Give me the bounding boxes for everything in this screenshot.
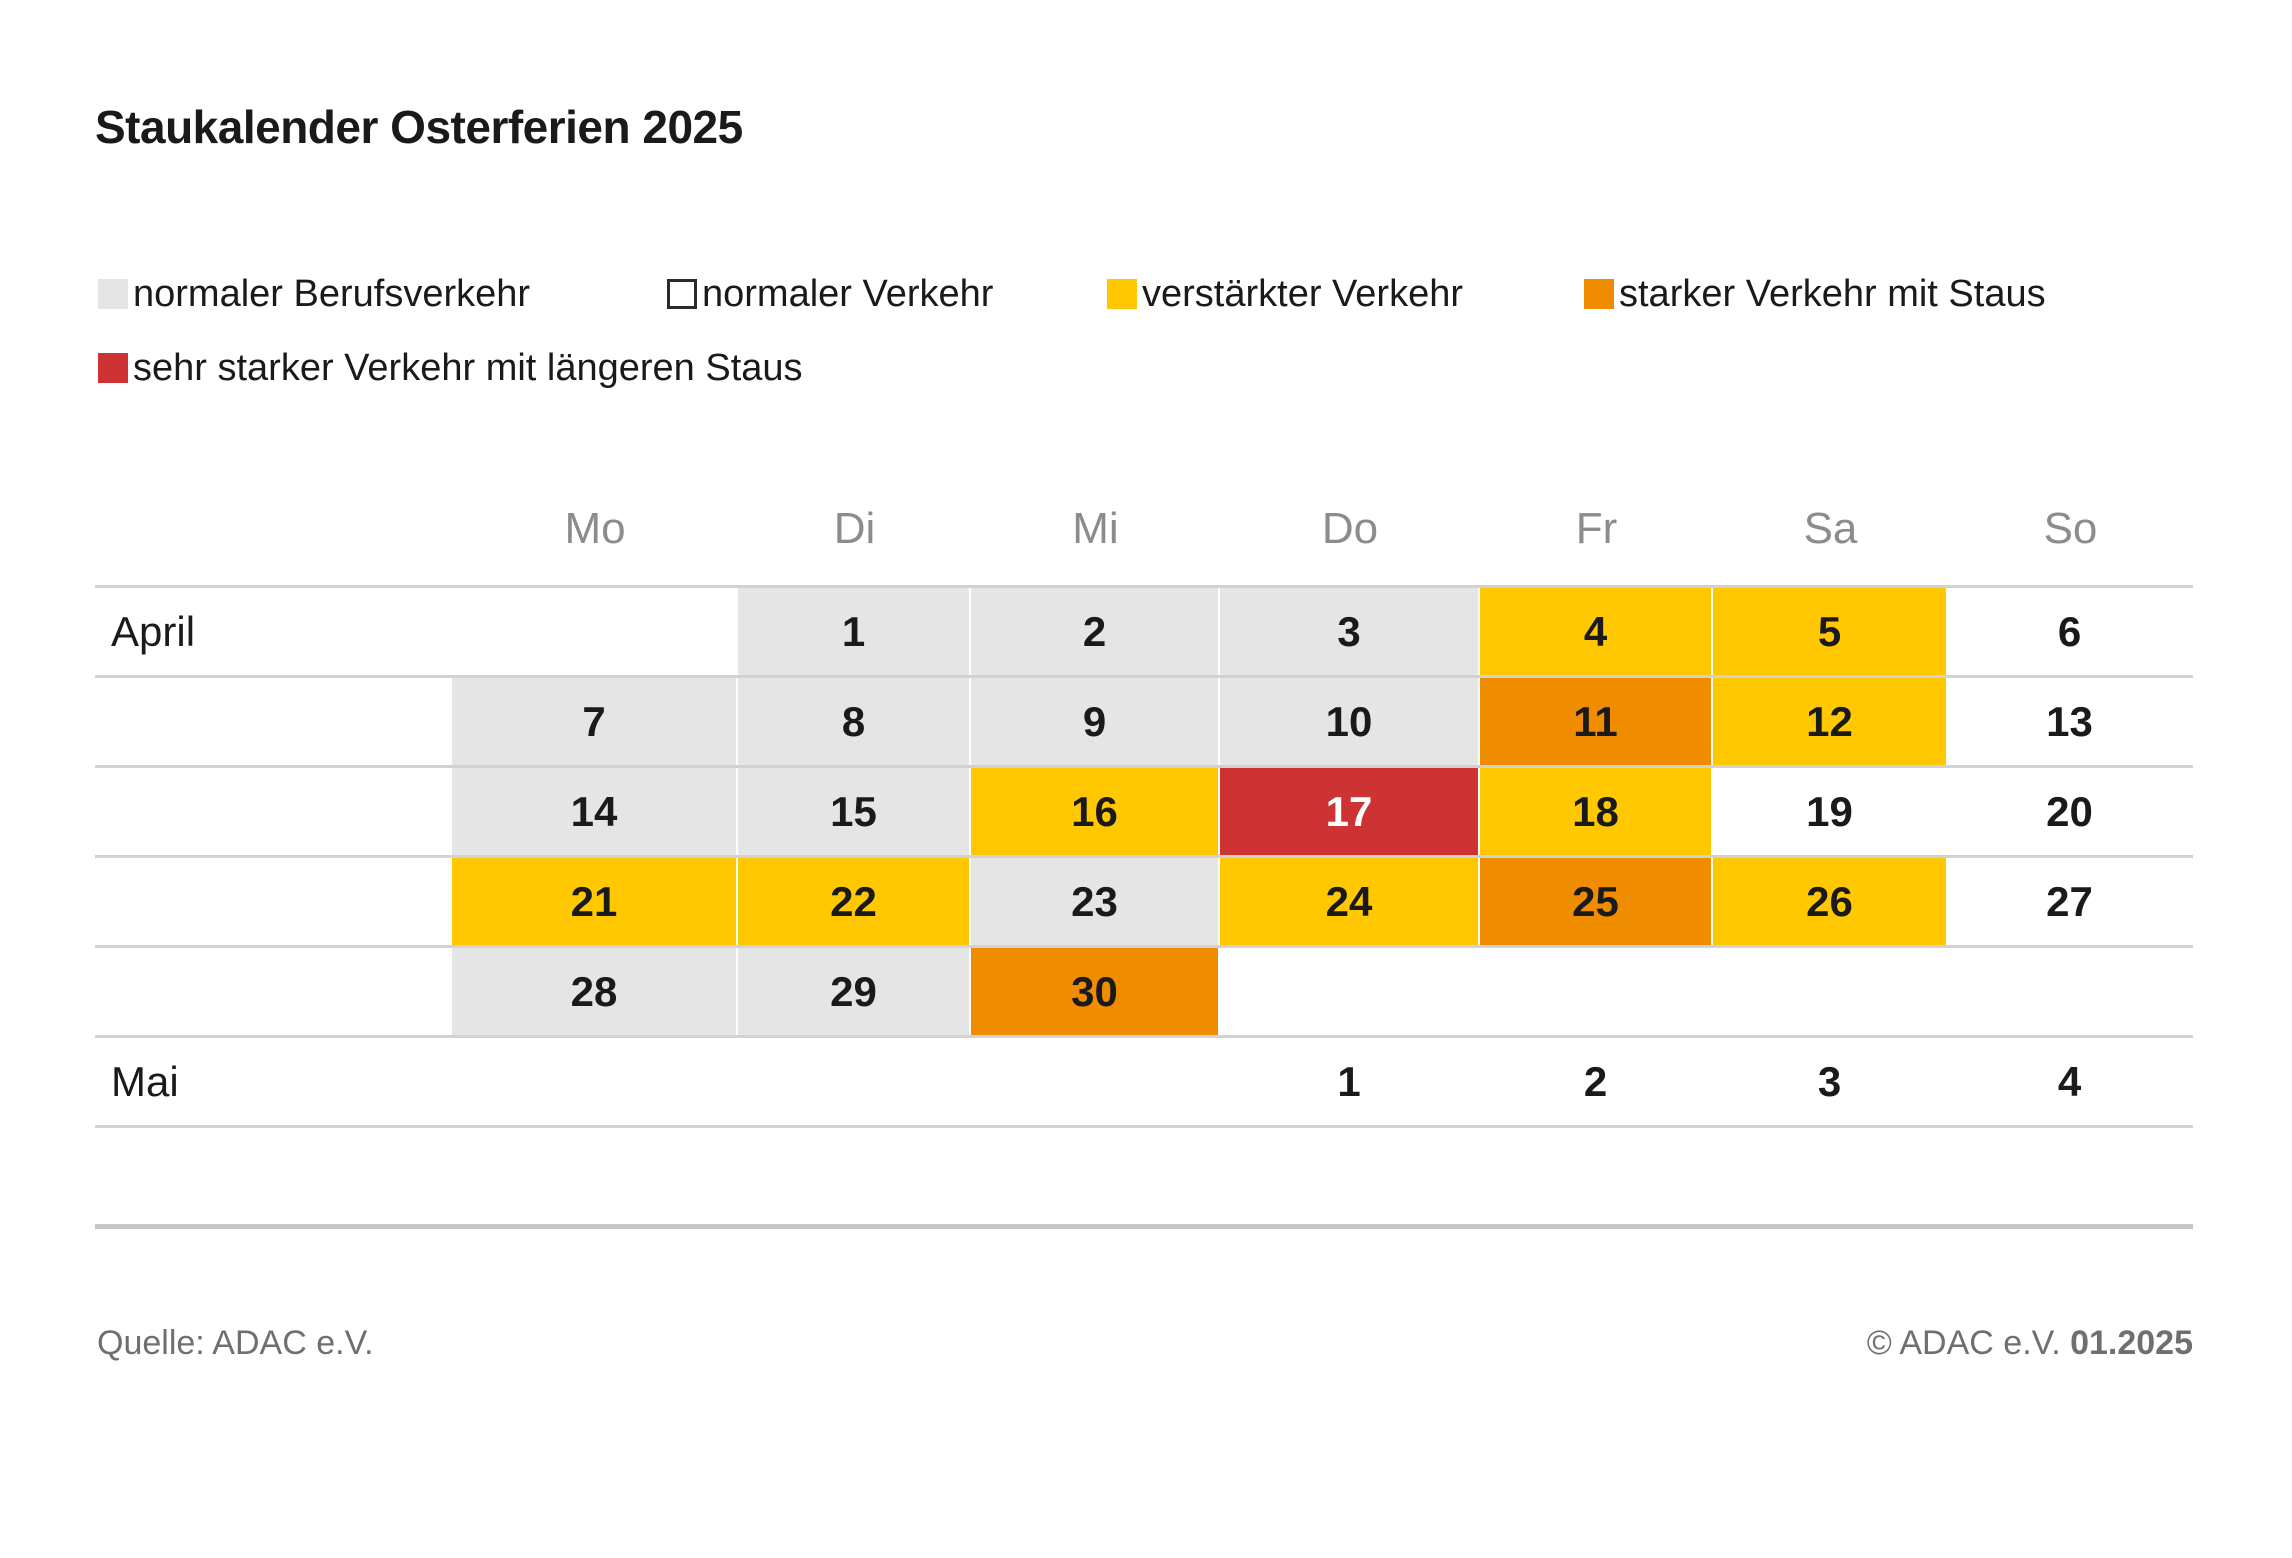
month-label-mai: Mai [111, 1058, 179, 1105]
day-cell: 2 [1583, 1058, 1608, 1105]
legend-label: verstärkter Verkehr [1142, 272, 1463, 315]
legend-swatch-orange [1584, 279, 1614, 309]
day-cell: 30 [971, 948, 1218, 1035]
weekday-header-mi: Mi [1072, 504, 1119, 553]
day-cell: 5 [1713, 588, 1946, 675]
weekday-header-di: Di [833, 504, 876, 553]
legend-item: sehr starker Verkehr mit längeren Staus [98, 346, 803, 390]
legend-label: normaler Verkehr [702, 272, 994, 315]
page-title: Staukalender Osterferien 2025 [95, 101, 743, 153]
day-cell: 15 [738, 768, 969, 855]
month-label-april: April [111, 608, 196, 655]
day-cell: 3 [1817, 1058, 1842, 1105]
weekday-header-fr: Fr [1575, 504, 1618, 553]
legend-label: normaler Berufsverkehr [133, 272, 531, 315]
day-cell: 23 [971, 858, 1218, 945]
day-cell: 1 [1337, 1058, 1361, 1105]
calendar-row-3: 14 15 16 17 18 19 20 [95, 765, 2193, 855]
legend-item: verstärkter Verkehr [1107, 272, 1463, 316]
weekday-header-so: So [2043, 504, 2098, 553]
legend-swatch-red [98, 353, 128, 383]
day-cell: 12 [1713, 678, 1946, 765]
legend-swatch-gray [98, 279, 128, 309]
legend-label: sehr starker Verkehr mit längeren Staus [133, 346, 803, 389]
legend-swatch-outline [667, 279, 697, 309]
day-cell: 16 [971, 768, 1218, 855]
calendar-row-2: 7 8 9 10 11 12 13 [95, 675, 2193, 765]
legend-item: starker Verkehr mit Staus [1584, 272, 2046, 316]
calendar-rows: April 1 2 3 4 5 6 7 8 9 10 11 12 13 14 15 16 17 18 19 20 21 22… [95, 585, 2193, 1128]
footer-copyright: © ADAC e.V. 01.2025 [1867, 1324, 2193, 1363]
footer-source: Quelle: ADAC e.V. [97, 1324, 374, 1362]
day-cell: 14 [452, 768, 736, 855]
legend-swatch-yellow [1107, 279, 1137, 309]
day-cell: 22 [738, 858, 969, 945]
calendar-bottom-line [95, 1125, 2193, 1128]
calendar-row-1: April 1 2 3 4 5 6 [95, 585, 2193, 675]
day-cell: 3 [1220, 588, 1478, 675]
day-cell: 8 [738, 678, 969, 765]
day-cell: 2 [971, 588, 1218, 675]
weekday-header-do: Do [1321, 504, 1379, 553]
day-cell: 24 [1220, 858, 1478, 945]
calendar-row-4: 21 22 23 24 25 26 27 [95, 855, 2193, 945]
weekday-header: Mo Di Mi Do Fr Sa So [95, 498, 2193, 560]
day-cell: 19 [1806, 788, 1853, 835]
day-cell: 13 [2046, 698, 2093, 745]
copyright-text: © ADAC e.V. [1866, 1324, 2061, 1362]
day-cell: 29 [738, 948, 969, 1035]
day-cell: 26 [1713, 858, 1946, 945]
day-cell: 7 [452, 678, 736, 765]
day-cell: 27 [2046, 878, 2093, 925]
day-cell: 4 [2057, 1058, 2082, 1105]
day-cell: 20 [2046, 788, 2093, 835]
copyright-date: 01.2025 [2070, 1324, 2193, 1362]
day-cell: 10 [1220, 678, 1478, 765]
calendar-row-6: Mai 1 2 3 4 [95, 1035, 2193, 1125]
calendar-row-5: 28 29 30 [95, 945, 2193, 1035]
day-cell: 18 [1480, 768, 1711, 855]
day-cell: 17 [1220, 768, 1478, 855]
weekday-header-mo: Mo [564, 504, 626, 553]
footer-divider [95, 1224, 2193, 1229]
day-cell: 21 [452, 858, 736, 945]
legend-label: starker Verkehr mit Staus [1619, 272, 2046, 315]
day-cell: 1 [738, 588, 969, 675]
day-cell: 11 [1480, 678, 1711, 765]
day-cell: 4 [1480, 588, 1711, 675]
weekday-header-sa: Sa [1803, 504, 1858, 553]
day-cell: 9 [971, 678, 1218, 765]
legend-item: normaler Verkehr [667, 272, 993, 316]
day-cell: 6 [2057, 608, 2082, 655]
legend-item: normaler Berufsverkehr [98, 272, 530, 316]
day-cell: 25 [1480, 858, 1711, 945]
day-cell: 28 [452, 948, 736, 1035]
